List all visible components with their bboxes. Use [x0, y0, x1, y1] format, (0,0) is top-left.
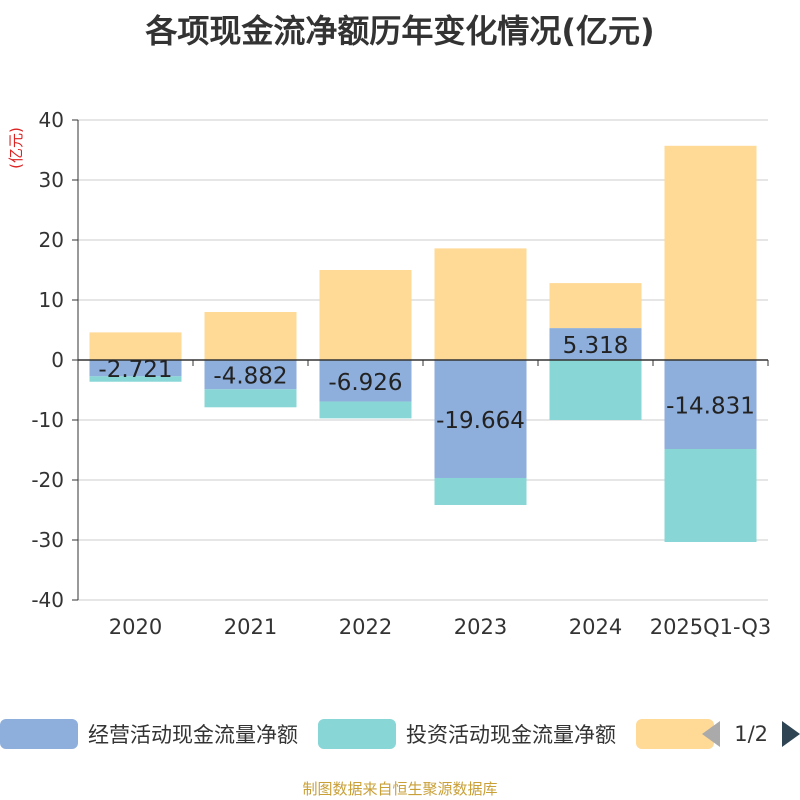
legend-item-operating[interactable]: 经营活动现金流量净额: [0, 719, 298, 749]
x-tick-label: 2022: [339, 615, 392, 639]
legend-item-financing[interactable]: [636, 719, 724, 749]
legend-swatch-financing: [636, 719, 714, 749]
y-tick-label: 0: [51, 348, 64, 372]
data-label: -6.926: [328, 370, 402, 396]
bar-2022-s1: [319, 401, 412, 419]
bar-2021-s2: [204, 312, 297, 360]
pager-prev-icon[interactable]: [702, 721, 721, 747]
data-label: -2.721: [98, 357, 172, 383]
data-label: -14.831: [666, 393, 755, 419]
bar-2022-s2: [319, 270, 412, 360]
legend-swatch-investing: [318, 719, 396, 749]
y-tick-label: -20: [31, 468, 64, 492]
bar-2023-s2: [434, 248, 527, 360]
bar-2021-s1: [204, 389, 297, 408]
y-tick-label: 30: [39, 168, 64, 192]
bar-2023-s0: [434, 360, 527, 478]
bar-2020-s2: [89, 332, 182, 360]
y-tick-label: -40: [31, 588, 64, 612]
bar-2024-s1: [549, 360, 642, 420]
bar-2024-s0: [549, 328, 642, 360]
bar-2025Q1-Q3-s2: [664, 145, 757, 360]
x-tick-label: 2025Q1-Q3: [650, 615, 772, 639]
legend: 经营活动现金流量净额 投资活动现金流量净额 1/2: [0, 716, 800, 752]
legend-pager: 1/2: [702, 721, 800, 747]
source-note: 制图数据来自恒生聚源数据库: [302, 780, 498, 798]
y-tick-label: -30: [31, 528, 64, 552]
bar-2025Q1-Q3-s0: [664, 360, 757, 449]
bar-2020-s1: [89, 376, 182, 382]
y-axis-unit-label: (亿元): [7, 127, 25, 169]
legend-label-operating: 经营活动现金流量净额: [88, 723, 298, 747]
x-tick-label: 2021: [224, 615, 277, 639]
bar-2021-s0: [204, 360, 297, 390]
pager-next-icon[interactable]: [782, 721, 800, 747]
y-tick-label: 20: [39, 228, 64, 252]
x-tick-label: 2020: [109, 615, 162, 639]
bar-2022-s0: [319, 360, 412, 402]
y-tick-label: -10: [31, 408, 64, 432]
legend-item-investing[interactable]: 投资活动现金流量净额: [318, 719, 616, 749]
bar-2020-s0: [89, 360, 182, 377]
data-label: -19.664: [436, 408, 525, 434]
x-tick-label: 2023: [454, 615, 507, 639]
bar-2025Q1-Q3-s1: [664, 448, 757, 542]
data-label: 5.318: [563, 333, 629, 359]
pager-text: 1/2: [734, 722, 768, 746]
legend-swatch-operating: [0, 719, 78, 749]
x-tick-label: 2024: [569, 615, 622, 639]
bar-2024-s2: [549, 283, 642, 329]
y-tick-label: 40: [39, 108, 64, 132]
legend-label-investing: 投资活动现金流量净额: [406, 723, 616, 747]
chart-title: 各项现金流净额历年变化情况(亿元): [145, 12, 655, 50]
bar-2023-s1: [434, 477, 527, 505]
y-tick-label: 10: [39, 288, 64, 312]
data-label: -4.882: [213, 364, 287, 390]
